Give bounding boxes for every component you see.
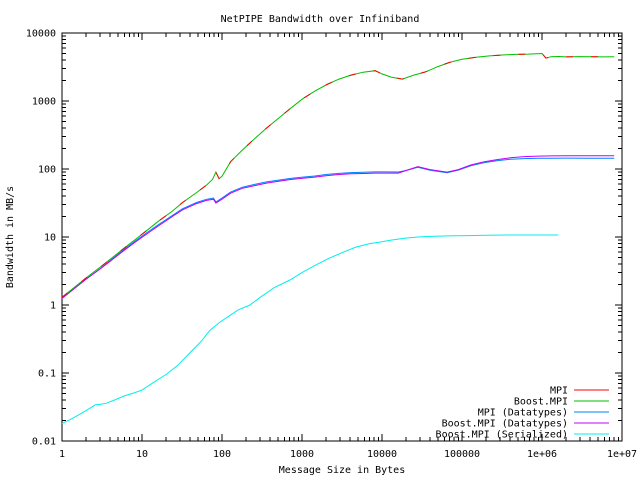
series-line-boost-mpi-serialized [61, 234, 559, 425]
legend-item-boost-mpi-serialized: Boost.MPI (Serialized) [436, 430, 609, 441]
y-tick-label: 0.01 [32, 437, 56, 448]
series-line-boost-mpi-datatypes [61, 155, 615, 299]
x-tick-label: 1e+07 [607, 449, 637, 460]
x-axis-label: Message Size in Bytes [279, 465, 405, 476]
legend-item-boost-mpi: Boost.MPI [514, 397, 609, 408]
legend-item-mpi-datatypes: MPI (Datatypes) [478, 408, 609, 419]
legend-label: Boost.MPI [514, 397, 568, 408]
legend-label: Boost.MPI (Datatypes) [442, 419, 568, 430]
y-tick-label: 0.1 [38, 369, 56, 380]
x-tick-label: 10000 [367, 449, 397, 460]
legend-label: MPI (Datatypes) [478, 408, 568, 419]
series-line-mpi [61, 52, 615, 298]
plot-border [61, 32, 623, 442]
legend-item-mpi: MPI [550, 386, 609, 397]
y-tick-label: 1000 [32, 97, 56, 108]
legend-item-boost-mpi-datatypes: Boost.MPI (Datatypes) [442, 419, 609, 430]
y-axis-label: Bandwidth in MB/s [5, 186, 16, 288]
legend-label: Boost.MPI (Serialized) [436, 430, 568, 441]
x-tick-label: 100 [213, 449, 231, 460]
x-tick-label: 1 [59, 449, 65, 460]
x-tick-label: 10 [136, 449, 148, 460]
axis-ticks [61, 32, 623, 442]
series-line-mpi-datatypes [61, 157, 615, 299]
x-tick-label: 1e+06 [527, 449, 557, 460]
y-tick-label: 100 [38, 165, 56, 176]
y-tick-label: 10 [44, 233, 56, 244]
y-tick-label: 10000 [26, 29, 56, 40]
chart-title: NetPIPE Bandwidth over Infiniband [221, 14, 420, 25]
x-tick-label: 1000 [290, 449, 314, 460]
x-tick-label: 100000 [444, 449, 480, 460]
legend-label: MPI [550, 386, 568, 397]
y-tick-label: 1 [50, 301, 56, 312]
series-line-boost-mpi [61, 52, 615, 298]
